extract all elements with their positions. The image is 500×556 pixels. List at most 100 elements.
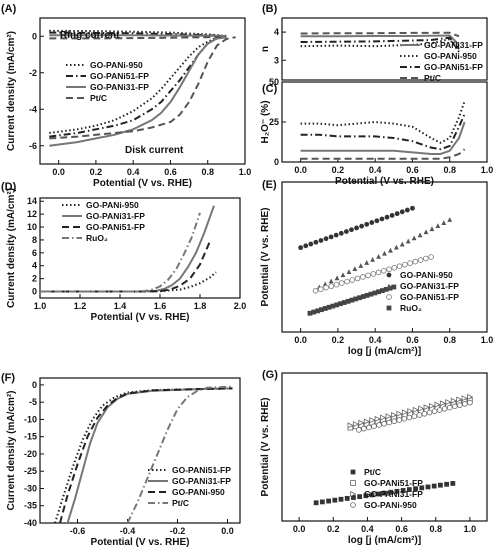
legend-label: GO-PANi51-FP <box>172 465 231 475</box>
series-go-pani31-fp-point <box>423 229 429 235</box>
series-pt-c-point <box>357 494 363 500</box>
series-go-pani31-fp-point <box>385 413 392 420</box>
y-axis-label: Potential (V vs. RHE) <box>260 208 271 307</box>
series-go-pani31-fp-point <box>456 396 463 403</box>
series-go-pani31-fp-point <box>445 399 452 406</box>
panel-label: (G) <box>262 369 278 381</box>
series-go-pani31-fp-point <box>417 232 423 238</box>
series-ruo--point <box>345 298 351 304</box>
x-tick-label: 0.8 <box>443 165 456 175</box>
series-ruo--point <box>376 289 381 295</box>
x-tick-label: 0.0 <box>293 524 306 534</box>
series-go-pani-950-point <box>338 230 344 236</box>
series-go-pani-950-point <box>451 403 458 410</box>
series-pt-c-ring-line <box>49 35 227 40</box>
series-pt-c-point <box>369 492 375 498</box>
series-pt-c-point <box>375 491 381 497</box>
legend-marker <box>386 294 392 300</box>
legend-label: GO-PANi31-FP <box>86 211 145 221</box>
chart-panel-A: 0.0 0.2 0.4 0.6 0.8 1.0 -6 -4 -2 0 Potential (V vs… <box>1 3 251 189</box>
chart-panel-B: 3 4 n (B) GO-PANi31-FPGO-PANi-950GO-PANi51-F… <box>260 3 488 83</box>
series-go-pani-950-point <box>379 216 385 222</box>
legend-label: Pt/C <box>364 467 381 477</box>
series-go-pani31-fp-point <box>399 241 405 247</box>
series-go-pani31-fp-point <box>388 247 393 253</box>
x-tick-label: 0.2 <box>332 335 345 345</box>
x-tick-label: 0.0 <box>294 335 307 345</box>
panel-label: (A) <box>1 3 17 15</box>
series-go-pani31-fp-point <box>328 278 334 284</box>
series-go-pani31-fp-line <box>300 121 466 155</box>
series-go-pani-950-point <box>416 412 423 418</box>
series-go-pani51-fp-point <box>344 278 350 285</box>
series-go-pani31-fp-point <box>396 410 403 417</box>
series-pt-c-point <box>450 481 456 486</box>
panel-label: (B) <box>262 3 278 15</box>
series-ruo--point <box>338 301 343 307</box>
series-go-pani-950-point <box>323 236 329 242</box>
legend-label: GO-PANi-950 <box>86 200 139 210</box>
series-go-pani-950-point <box>462 401 468 407</box>
y-tick-label: 4 <box>274 27 279 37</box>
y-tick-label: 0 <box>32 380 37 390</box>
y-tick-label: -20 <box>24 449 37 459</box>
y-tick-label: 10 <box>27 222 37 232</box>
series-go-pani31-fp-point <box>407 408 414 415</box>
series-go-pani31-fp-point <box>393 244 399 250</box>
x-tick-label: 1.2 <box>74 301 87 311</box>
series-go-pani31-fp-line <box>49 36 227 147</box>
y-axis-label: Potential (V vs. RHE) <box>260 398 271 497</box>
series-go-pani-950-point <box>411 413 418 420</box>
chart-panel-F: -0.6 -0.4 -0.2 0.0 -40 -35 -30 -25 -20 -15 -10 -5 0 P… <box>1 372 241 548</box>
series-go-pani51-fp-point <box>396 263 403 270</box>
plot-area <box>300 100 466 160</box>
series-go-pani31-fp-point <box>429 226 435 232</box>
y-axis-label: Current density (mA/cm²) <box>6 31 17 151</box>
y-tick-label: -30 <box>24 483 37 493</box>
y-tick-label: -4 <box>29 104 37 114</box>
x-axis-label: Potential (V vs. RHE) <box>91 312 190 323</box>
series-go-pani-950-point <box>391 418 398 425</box>
x-tick-label: 1.0 <box>481 335 494 345</box>
legend-label: Pt/C <box>424 73 441 83</box>
plot-frame <box>281 17 488 81</box>
y-tick-label: 0 <box>274 157 279 167</box>
plot-frame <box>39 17 246 165</box>
legend-label: GO-PANi31-FP <box>400 281 459 291</box>
x-tick-label: -0.2 <box>170 526 186 536</box>
series-go-pani-950-point <box>457 402 463 408</box>
series-pt-c-point <box>363 493 369 499</box>
series-go-pani-950-point <box>467 399 473 406</box>
y-tick-label: -2 <box>29 68 37 78</box>
series-go-pani-950-point <box>374 218 380 224</box>
legend-label: GO-PANi-950 <box>172 487 225 497</box>
y-tick-label: 3 <box>274 55 279 65</box>
y-tick-label: -15 <box>24 432 37 442</box>
x-tick-label: 0.6 <box>406 335 419 345</box>
series-go-pani-950-point <box>303 243 309 249</box>
series-go-pani51-fp-point <box>312 287 319 294</box>
series-go-pani-950-line <box>300 37 460 53</box>
series-go-pani31-fp-point <box>418 405 425 412</box>
x-tick-label: -0.4 <box>120 526 136 536</box>
series-go-pani-950-point <box>406 414 413 421</box>
plot-area <box>300 31 460 53</box>
series-go-pani-950-point <box>333 232 339 238</box>
chart-panel-D: 1.0 1.2 1.4 1.6 1.8 2.0 0 2 4 6 8 10 12 14 Potential (… <box>1 181 246 323</box>
plot-area <box>313 393 474 506</box>
series-go-pani51-fp-point <box>423 255 429 262</box>
series-go-pani-950-point <box>396 417 403 423</box>
series-ruo--point <box>360 294 366 299</box>
series-go-pani51-fp-line <box>300 113 466 151</box>
legend-label: GO-PANi31-FP <box>172 476 231 486</box>
y-tick-label: 12 <box>27 209 37 219</box>
series-go-pani31-fp-point <box>363 418 370 425</box>
series-pt-c-point <box>444 481 450 487</box>
series-go-pani51-fp-point <box>349 277 356 283</box>
legend-label: GO-PANi31-FP <box>90 82 149 92</box>
